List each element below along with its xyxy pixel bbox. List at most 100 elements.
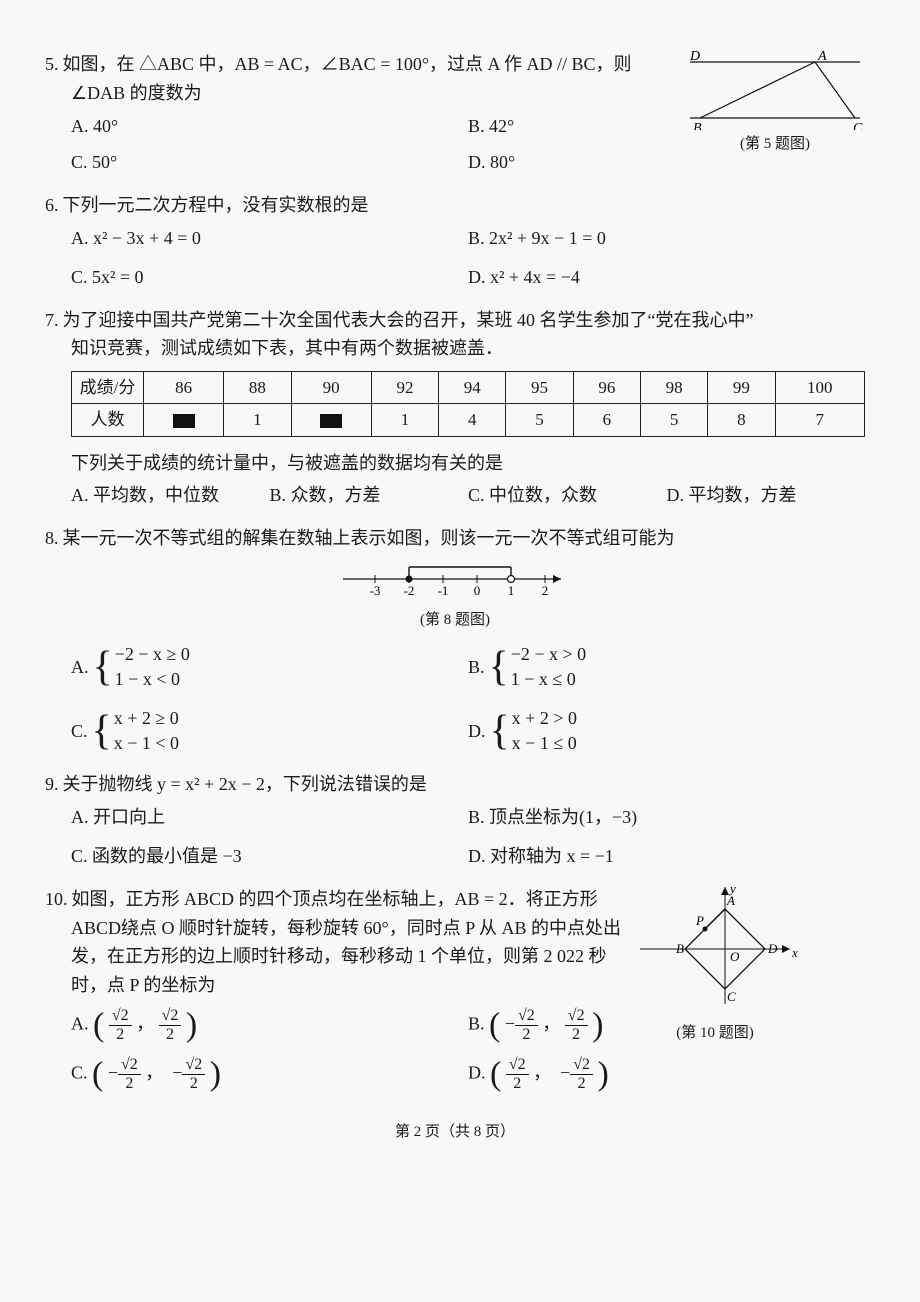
- table-c8: 8: [708, 404, 775, 436]
- q8c-r1: x + 2 ≥ 0: [114, 706, 179, 731]
- score-table: 成绩/分 86 88 90 92 94 95 96 98 99 100 人数 1…: [71, 371, 865, 436]
- q10-opt-d: D. ( √22 ， −√22 ): [468, 1057, 865, 1092]
- table-h10: 100: [775, 372, 864, 404]
- q5-svg: D A B C: [685, 50, 865, 130]
- q9-num: 9.: [45, 770, 59, 799]
- page-footer: 第 2 页（共 8 页）: [45, 1120, 865, 1144]
- l-c: C: [727, 989, 736, 1004]
- table-c7: 5: [640, 404, 707, 436]
- question-6: 6. 下列一元二次方程中，没有实数根的是 A. x² − 3x + 4 = 0 …: [45, 191, 865, 291]
- q8-opt-a: A. { −2 − x ≥ 0 1 − x < 0: [71, 642, 468, 692]
- table-h8: 98: [640, 372, 707, 404]
- table-h4: 92: [371, 372, 438, 404]
- label-d: D: [689, 50, 700, 64]
- q8-stem: 某一元一次不等式组的解集在数轴上表示如图，则该一元一次不等式组可能为: [63, 524, 675, 553]
- q7-stem-a: 为了迎接中国共产党第二十次全国代表大会的召开，某班 40 名学生参加了“党在我心…: [63, 306, 754, 335]
- question-10: A B C D P O x y (第 10 题图) 10. 如图，正方形 ABC…: [45, 885, 865, 1092]
- table-c9: 7: [775, 404, 864, 436]
- q10-a: 如图，正方形 ABCD 的四个顶点均在坐标轴上，AB = 2．将正方形: [72, 885, 666, 914]
- q8a-r2: 1 − x < 0: [115, 667, 190, 692]
- q7-opt-c: C. 中位数，众数: [468, 481, 667, 510]
- q8-fig-caption: (第 8 题图): [45, 608, 865, 632]
- q10-opt-c: C. ( −√22 ， −√22 ): [71, 1057, 468, 1092]
- q7-num: 7.: [45, 306, 59, 335]
- tick-2: -1: [438, 583, 449, 597]
- q10d-label: D.: [468, 1063, 486, 1083]
- q10a-label: A.: [71, 1014, 89, 1034]
- question-8: 8. 某一元一次不等式组的解集在数轴上表示如图，则该一元一次不等式组可能为 -3…: [45, 524, 865, 756]
- q10-svg: A B C D P O x y: [630, 879, 800, 1009]
- label-b: B: [693, 121, 702, 130]
- table-data-row: 人数 1 1 4 5 6 5 8 7: [72, 404, 865, 436]
- label-a: A: [817, 50, 827, 64]
- q10-figure: A B C D P O x y (第 10 题图): [620, 879, 810, 1045]
- q7-opt-b: B. 众数，方差: [270, 481, 469, 510]
- table-header-row: 成绩/分 86 88 90 92 94 95 96 98 99 100: [72, 372, 865, 404]
- q9-opt-d: D. 对称轴为 x = −1: [468, 842, 865, 871]
- table-c0: [144, 404, 224, 436]
- q8c-label: C.: [71, 717, 88, 746]
- table-h7: 96: [573, 372, 640, 404]
- q6-opt-a: A. x² − 3x + 4 = 0: [71, 224, 468, 253]
- q8b-r1: −2 − x > 0: [511, 642, 586, 667]
- l-b: B: [676, 941, 684, 956]
- table-h5: 94: [439, 372, 506, 404]
- question-7: 7. 为了迎接中国共产党第二十次全国代表大会的召开，某班 40 名学生参加了“党…: [45, 306, 865, 511]
- table-c5: 5: [506, 404, 573, 436]
- q6-opt-d: D. x² + 4x = −4: [468, 263, 865, 292]
- q8b-label: B.: [468, 653, 485, 682]
- open-dot-icon: [508, 575, 515, 582]
- q10-opt-a: A. ( √22 ， √22 ): [71, 1008, 468, 1043]
- q8a-r1: −2 − x ≥ 0: [115, 642, 190, 667]
- q8d-r2: x − 1 ≤ 0: [512, 731, 577, 756]
- q9-opt-c: C. 函数的最小值是 −3: [71, 842, 468, 871]
- table-h6: 95: [506, 372, 573, 404]
- q5-opt-a: A. 40°: [71, 112, 468, 141]
- q6-opt-b: B. 2x² + 9x − 1 = 0: [468, 224, 865, 253]
- table-row-label: 人数: [72, 404, 144, 436]
- q8-opt-b: B. { −2 − x > 0 1 − x ≤ 0: [468, 642, 865, 692]
- q6-num: 6.: [45, 191, 59, 220]
- q7-stem-c: 下列关于成绩的统计量中，与被遮盖的数据均有关的是: [45, 449, 865, 478]
- l-d: D: [767, 941, 778, 956]
- q7-opt-a: A. 平均数，中位数: [71, 481, 270, 510]
- q5-opt-c: C. 50°: [71, 148, 468, 177]
- q10-fig-caption: (第 10 题图): [620, 1021, 810, 1045]
- table-c1: 1: [224, 404, 291, 436]
- q5-fig-caption: (第 5 题图): [685, 132, 865, 156]
- l-x: x: [791, 945, 798, 960]
- number-line-figure: -3 -2 -1 0 1 2: [45, 561, 865, 606]
- q7-stem-b: 知识竞赛，测试成绩如下表，其中有两个数据被遮盖．: [45, 334, 865, 363]
- q8c-r2: x − 1 < 0: [114, 731, 179, 756]
- q8d-label: D.: [468, 717, 486, 746]
- hidden-box-icon: [320, 414, 342, 428]
- table-h0: 成绩/分: [72, 372, 144, 404]
- q6-stem: 下列一元二次方程中，没有实数根的是: [63, 191, 369, 220]
- table-h3: 90: [291, 372, 371, 404]
- q9-opt-a: A. 开口向上: [71, 803, 468, 832]
- q5-figure: D A B C (第 5 题图): [685, 50, 865, 156]
- question-9: 9. 关于抛物线 y = x² + 2x − 2，下列说法错误的是 A. 开口向…: [45, 770, 865, 870]
- q7-opt-d: D. 平均数，方差: [667, 481, 866, 510]
- tick-0: -3: [370, 583, 381, 597]
- q10b-label: B.: [468, 1014, 485, 1034]
- table-c2: [291, 404, 371, 436]
- table-h2: 88: [224, 372, 291, 404]
- q8-opt-d: D. { x + 2 > 0 x − 1 ≤ 0: [468, 706, 865, 756]
- q10-num: 10.: [45, 885, 68, 914]
- table-h9: 99: [708, 372, 775, 404]
- q5-num: 5.: [45, 50, 59, 79]
- label-c: C: [853, 121, 863, 130]
- q6-opt-c: C. 5x² = 0: [71, 263, 468, 292]
- tick-4: 1: [508, 583, 515, 597]
- q10c-label: C.: [71, 1063, 88, 1083]
- q8-opt-c: C. { x + 2 ≥ 0 x − 1 < 0: [71, 706, 468, 756]
- table-c6: 6: [573, 404, 640, 436]
- table-c3: 1: [371, 404, 438, 436]
- closed-dot-icon: [406, 575, 413, 582]
- tick-1: -2: [404, 583, 415, 597]
- q8a-label: A.: [71, 653, 89, 682]
- q9-opt-b: B. 顶点坐标为(1，−3): [468, 803, 865, 832]
- l-p: P: [695, 913, 704, 928]
- table-c4: 4: [439, 404, 506, 436]
